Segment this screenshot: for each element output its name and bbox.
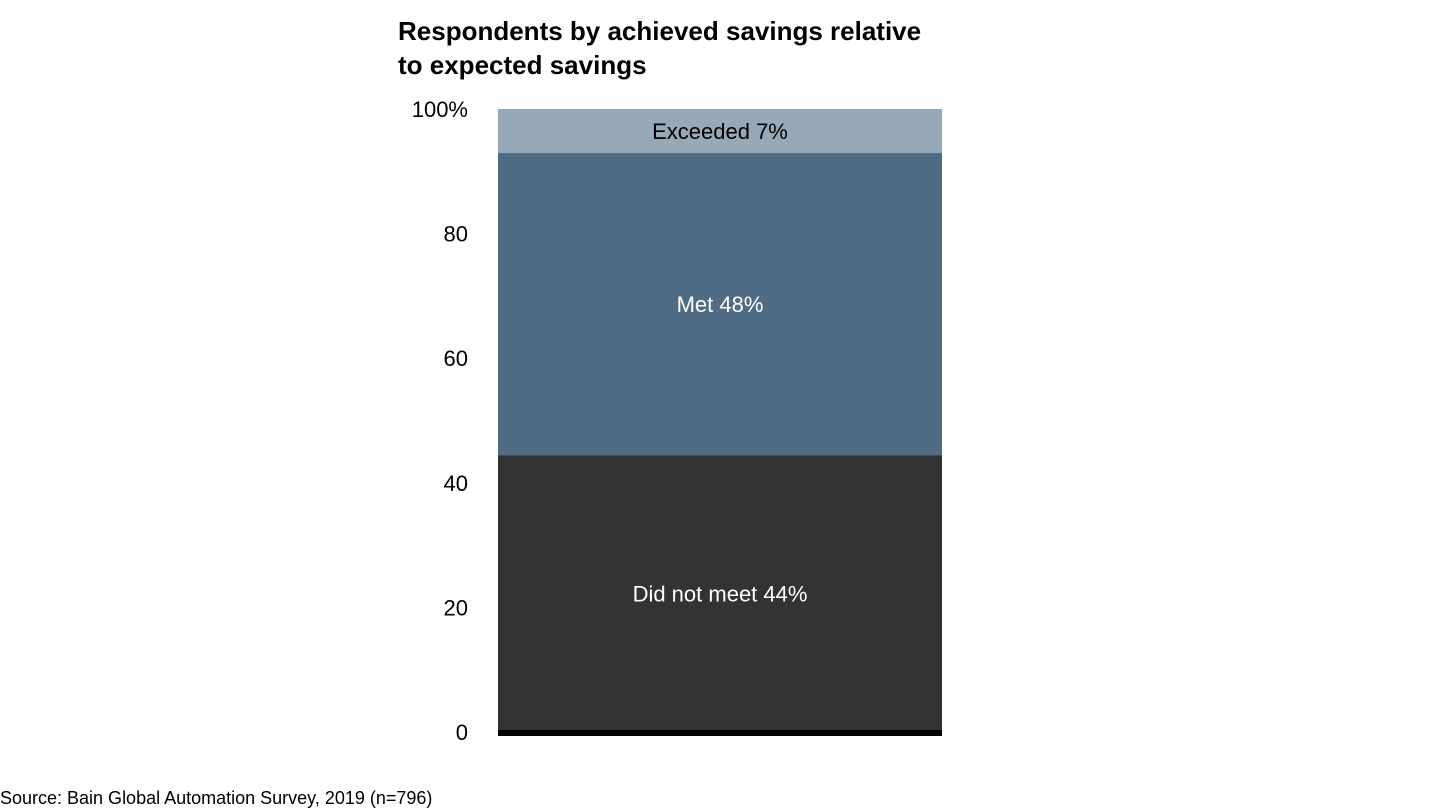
chart-title-line-2: to expected savings bbox=[398, 50, 647, 80]
x-axis-baseline bbox=[498, 730, 942, 736]
y-tick-label: 60 bbox=[444, 346, 468, 371]
chart-title-line-1: Respondents by achieved savings relative bbox=[398, 16, 922, 46]
y-tick-label: 40 bbox=[444, 471, 468, 496]
y-tick-label: 80 bbox=[444, 222, 468, 247]
bar-segment-met bbox=[498, 153, 942, 456]
y-tick-label: 20 bbox=[444, 595, 468, 620]
chart-title: Respondents by achieved savings relative… bbox=[398, 14, 921, 82]
source-note: Source: Bain Global Automation Survey, 2… bbox=[0, 788, 433, 808]
y-tick-label: 100% bbox=[412, 97, 468, 122]
data-label: Did not meet 44% bbox=[633, 582, 808, 607]
bar-segment-did-not-meet bbox=[498, 455, 942, 732]
y-tick-label: 0 bbox=[456, 720, 468, 745]
bar-segment-exceeded bbox=[498, 109, 942, 154]
data-label: Exceeded 7% bbox=[652, 119, 788, 144]
data-label: Met 48% bbox=[677, 292, 764, 317]
